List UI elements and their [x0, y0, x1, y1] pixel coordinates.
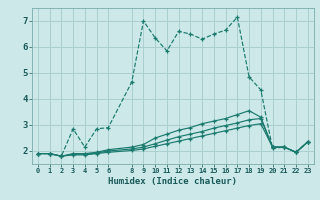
X-axis label: Humidex (Indice chaleur): Humidex (Indice chaleur) — [108, 177, 237, 186]
